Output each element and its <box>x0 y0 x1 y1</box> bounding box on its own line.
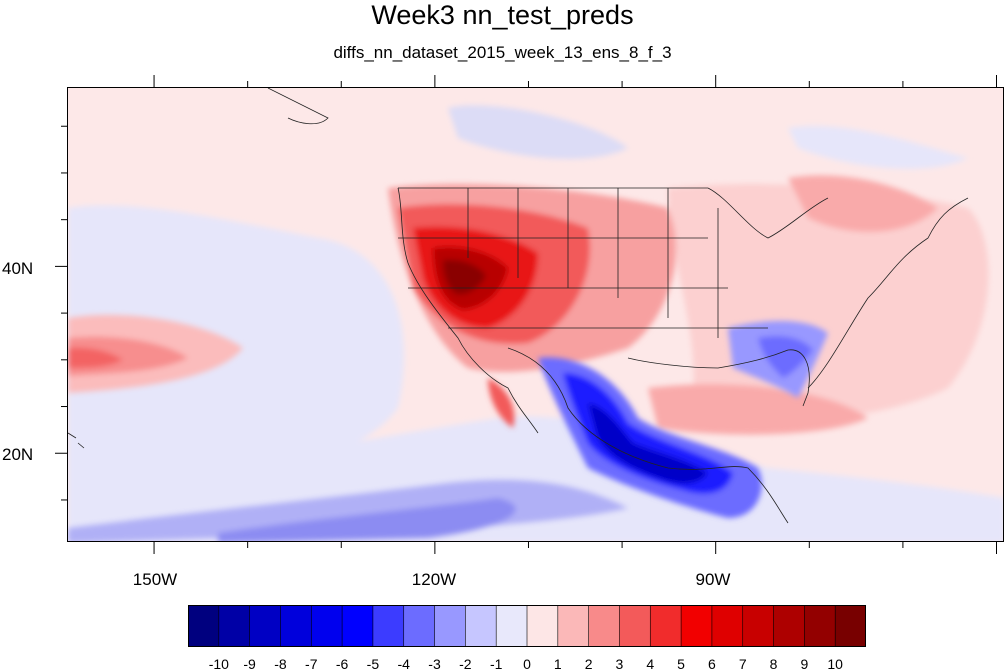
colorbar-label: -9 <box>243 656 256 672</box>
colorbar-label: -8 <box>274 656 287 672</box>
x-tick-120w: 120W <box>411 570 457 589</box>
negative-anomaly-southeast <box>728 321 828 398</box>
colorbar-swatch <box>465 605 497 647</box>
colorbar-swatch <box>649 605 682 647</box>
colorbar-label: -10 <box>208 656 229 672</box>
colorbar-swatch <box>372 605 405 647</box>
map-panel <box>67 87 1004 542</box>
colorbar-label: 6 <box>708 656 716 672</box>
colorbar-swatch <box>188 605 220 647</box>
colorbar-outline <box>188 605 866 647</box>
colorbar-swatch <box>619 605 652 647</box>
colorbar-label: -7 <box>305 656 318 672</box>
colorbar-swatch <box>711 605 744 647</box>
y-tick-40n: 40N <box>2 259 34 278</box>
colorbar-label: 2 <box>584 656 593 672</box>
coastlines-and-borders <box>68 88 969 524</box>
colorbar-swatch <box>280 605 313 647</box>
map-canvas <box>68 88 1003 541</box>
positive-anomaly-pacific <box>68 314 243 393</box>
colorbar-label: -5 <box>366 656 380 672</box>
x-tick-150w: 150W <box>132 570 178 589</box>
colorbar-label: -2 <box>459 656 472 672</box>
colorbar-label: 3 <box>615 656 624 672</box>
colorbar-swatch <box>742 605 775 647</box>
negative-anomaly-south <box>68 479 628 541</box>
colorbar-swatch <box>773 605 806 647</box>
colorbar-label: -6 <box>335 656 349 672</box>
colorbar-swatch <box>218 605 251 647</box>
colorbar-swatch <box>341 605 374 647</box>
negative-anomaly-mexico <box>538 357 762 518</box>
colorbar-label: 10 <box>827 656 843 672</box>
colorbar-swatch <box>403 605 436 647</box>
colorbar-swatch <box>526 605 559 647</box>
colorbar-label: 5 <box>677 656 685 672</box>
colorbar <box>188 605 866 647</box>
colorbar-label: 4 <box>646 656 655 672</box>
colorbar-label: 1 <box>553 656 562 672</box>
colorbar-swatch <box>588 605 621 647</box>
x-tick-90w: 90W <box>695 570 731 589</box>
colorbar-label: -4 <box>397 656 410 672</box>
colorbar-swatch <box>834 605 866 647</box>
colorbar-swatch <box>434 605 467 647</box>
colorbar-swatch <box>495 605 528 647</box>
y-tick-20n: 20N <box>2 445 34 464</box>
positive-anomaly-southwest <box>388 184 676 428</box>
plot-subtitle: diffs_nn_dataset_2015_week_13_ens_8_f_3 <box>333 43 672 62</box>
colorbar-swatch <box>249 605 282 647</box>
colorbar-label: 7 <box>738 656 747 672</box>
colorbar-label: -1 <box>489 656 503 672</box>
colorbar-label: 8 <box>769 656 778 672</box>
colorbar-swatch <box>804 605 836 647</box>
colorbar-label: 0 <box>523 656 531 672</box>
colorbar-swatch <box>310 605 343 647</box>
colorbar-swatch <box>557 605 590 647</box>
colorbar-label: 9 <box>800 656 809 672</box>
colorbar-label: -3 <box>428 656 441 672</box>
colorbar-swatch <box>680 605 713 647</box>
plot-title: Week3 nn_test_preds <box>371 0 634 30</box>
